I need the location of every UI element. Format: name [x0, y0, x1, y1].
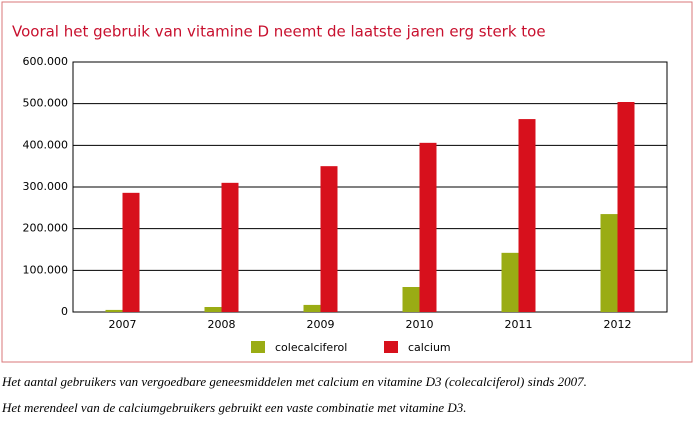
bar — [204, 307, 222, 312]
bar — [419, 142, 437, 312]
x-tick-label: 2008 — [208, 318, 236, 331]
caption: Het merendeel van de calciumgebruikers g… — [1, 400, 466, 415]
x-tick-label: 2007 — [109, 318, 137, 331]
y-tick-label: 600.000 — [23, 55, 69, 68]
y-tick-label: 0 — [61, 305, 68, 318]
bar — [518, 119, 536, 312]
bar — [320, 166, 338, 312]
y-tick-label: 500.000 — [23, 97, 69, 110]
x-tick-label: 2011 — [505, 318, 533, 331]
chart-title: Vooral het gebruik van vitamine D neemt … — [12, 23, 546, 41]
y-tick-label: 200.000 — [23, 222, 69, 235]
x-tick-label: 2010 — [406, 318, 434, 331]
plot-frame — [72, 61, 668, 313]
bar — [617, 102, 635, 312]
bar — [303, 304, 321, 312]
caption: Het aantal gebruikers van vergoedbare ge… — [1, 374, 587, 389]
bar — [122, 192, 140, 312]
bar — [221, 182, 239, 312]
legend-swatch — [251, 341, 265, 353]
y-tick-label: 400.000 — [23, 138, 69, 151]
legend-swatch — [384, 341, 398, 353]
legend-label: colecalciferol — [275, 341, 347, 354]
x-tick-label: 2009 — [307, 318, 335, 331]
bar — [105, 309, 123, 312]
y-tick-label: 300.000 — [23, 180, 69, 193]
frame — [1, 1, 693, 363]
y-tick-label: 100.000 — [23, 263, 69, 276]
x-tick-label: 2012 — [604, 318, 632, 331]
bar — [501, 252, 519, 312]
bar — [402, 287, 420, 312]
legend-label: calcium — [408, 341, 451, 354]
bar — [600, 214, 618, 312]
